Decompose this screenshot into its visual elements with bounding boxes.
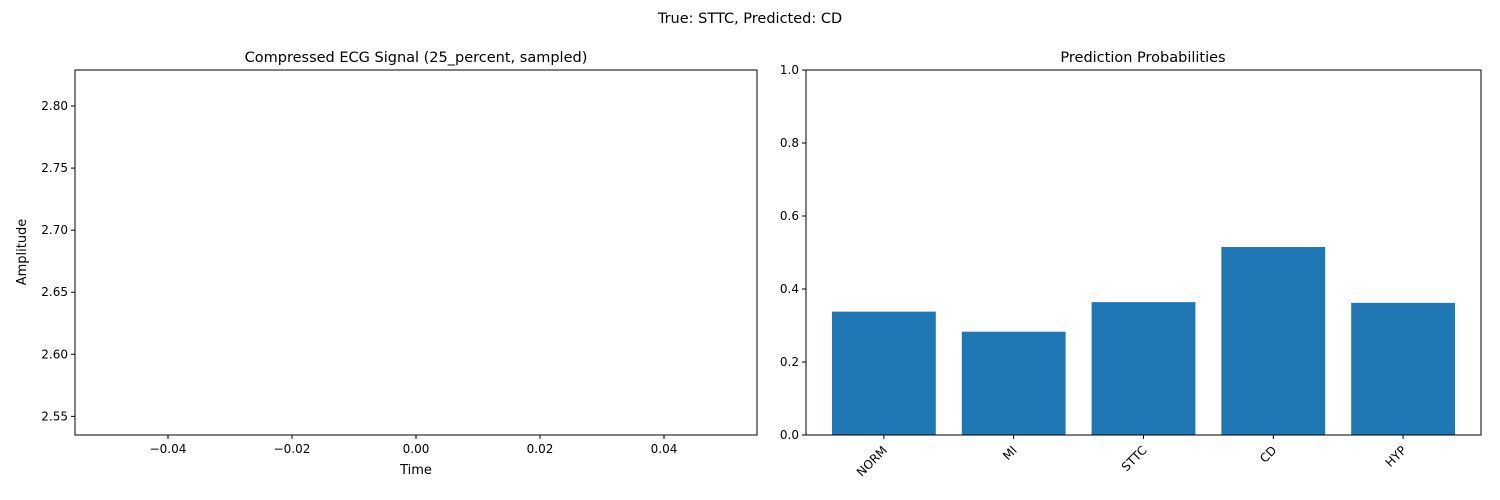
ecg-x-tick-label: −0.02 — [274, 442, 311, 456]
ecg-y-tick-label: 2.80 — [41, 99, 68, 113]
ecg-y-tick-label: 2.75 — [41, 161, 68, 175]
probability-bar-cd — [1221, 247, 1326, 435]
probability-bar-group — [831, 247, 1456, 435]
probability-y-tick-label: 1.0 — [780, 63, 799, 77]
probability-x-tick-label: HYP — [1383, 443, 1410, 470]
probability-bar-hyp — [1351, 302, 1456, 435]
ecg-y-axis-label: Amplitude — [15, 219, 30, 286]
ecg-x-tick-label: 0.00 — [403, 442, 430, 456]
ecg-x-axis-label: Time — [399, 463, 432, 478]
ecg-y-tick-label: 2.65 — [41, 285, 68, 299]
probability-y-tick-label: 0.6 — [780, 209, 799, 223]
probability-y-tick-label: 0.8 — [780, 136, 799, 150]
probability-bar-norm — [831, 311, 936, 435]
ecg-x-tick-label: −0.04 — [150, 442, 187, 456]
probability-x-tick-label: STTC — [1119, 443, 1150, 474]
probability-y-tick-label: 0.2 — [780, 355, 799, 369]
ecg-chart-title: Compressed ECG Signal (25_percent, sampl… — [245, 50, 588, 66]
probability-bar-mi — [961, 331, 1066, 435]
probability-bar-sttc — [1091, 302, 1196, 435]
probability-x-tick-label: NORM — [854, 443, 890, 479]
probability-x-tick-label: MI — [1000, 443, 1020, 463]
ecg-tick-group: −0.04 −0.02 0.00 0.02 0.04 2.55 2.60 2.65 2.70 2.… — [41, 99, 677, 456]
ecg-y-tick-label: 2.60 — [41, 347, 68, 361]
probability-x-tick-label: CD — [1257, 443, 1279, 465]
ecg-x-tick-label: 0.02 — [527, 442, 554, 456]
ecg-x-tick-label: 0.04 — [651, 442, 678, 456]
probability-chart: Prediction Probabilities NORM MI STTC CD HYP… — [780, 50, 1482, 479]
ecg-y-tick-label: 2.70 — [41, 223, 68, 237]
ecg-plot-frame — [74, 69, 758, 436]
probability-plot-frame — [805, 69, 1482, 436]
probability-chart-title: Prediction Probabilities — [1060, 50, 1225, 66]
probability-y-tick-label: 0.0 — [780, 428, 799, 442]
probability-y-tick-label: 0.4 — [780, 282, 799, 296]
ecg-signal-chart: Compressed ECG Signal (25_percent, sampl… — [15, 50, 758, 478]
ecg-y-tick-label: 2.55 — [41, 409, 68, 423]
figure-suptitle: True: STTC, Predicted: CD — [657, 11, 842, 27]
